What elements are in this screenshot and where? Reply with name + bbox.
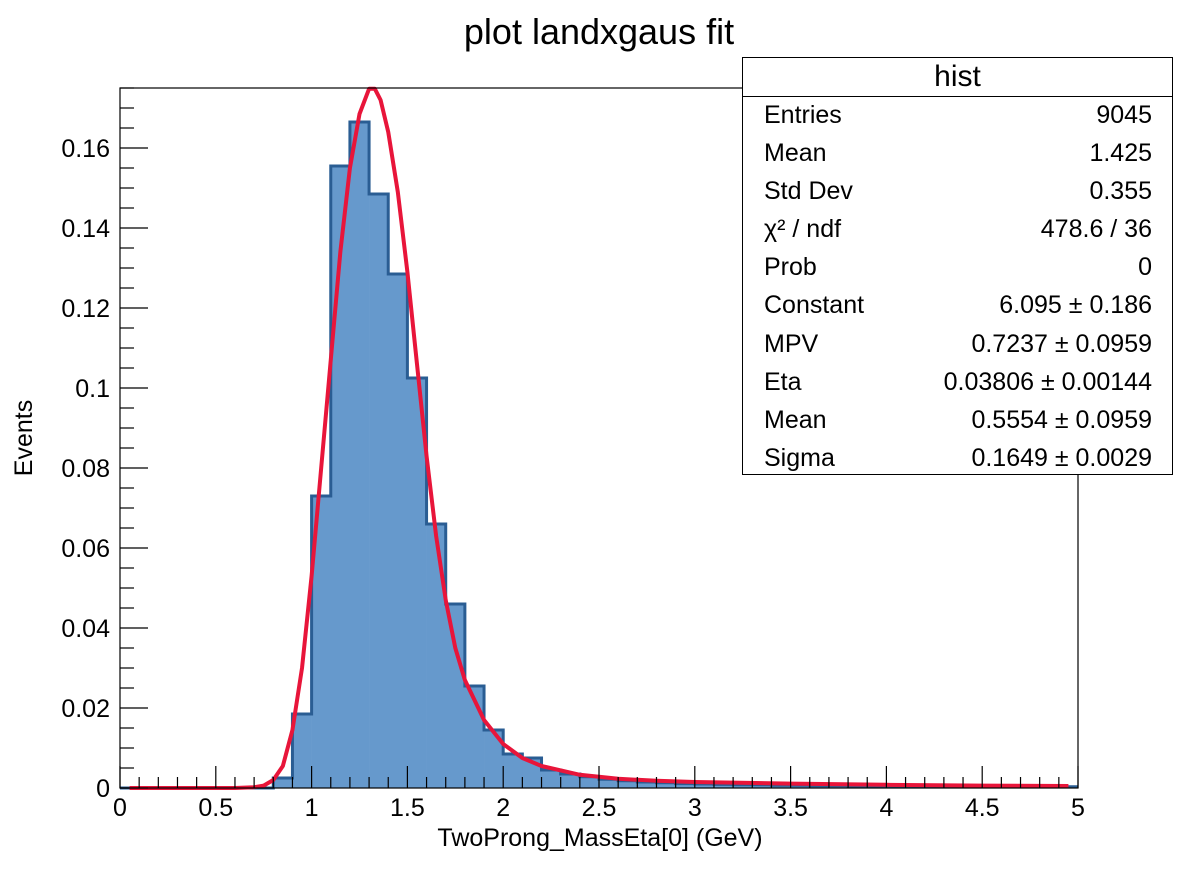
x-tick-label: 2.5: [582, 794, 617, 822]
histogram-bar: [311, 496, 332, 788]
histogram-bar: [445, 604, 466, 788]
y-tick-labels: 0 0.02 0.04 0.06 0.08 0.1 0.12 0.14 0.16: [61, 135, 110, 803]
stats-row: Eta 0.03806 ± 0.00144: [743, 364, 1172, 402]
stats-box: hist Entries 9045 Mean 1.425 Std Dev 0.355 χ² …: [742, 57, 1173, 475]
stats-value: 478.6 / 36: [1040, 215, 1152, 244]
chart-title: plot landxgaus fit: [464, 11, 734, 52]
histogram-bar: [503, 754, 523, 788]
x-tick-label: 5: [1071, 794, 1085, 822]
histogram-bar: [369, 194, 389, 788]
stats-row: Prob 0: [743, 249, 1172, 287]
histogram-bar: [292, 714, 312, 788]
histogram-bar: [752, 784, 772, 788]
y-tick-label: 0.06: [61, 535, 110, 563]
stats-label: Std Dev: [764, 177, 853, 206]
stats-row: Mean 0.5554 ± 0.0959: [743, 402, 1172, 440]
histogram-bars: [273, 122, 1079, 788]
stats-label: χ² / ndf: [764, 215, 842, 244]
stats-value: 9045: [1096, 101, 1152, 129]
histogram-bar: [694, 784, 715, 788]
stats-value: 0.7237 ± 0.0959: [971, 329, 1152, 358]
histogram-bar: [599, 779, 619, 788]
histogram-bar: [733, 784, 753, 788]
y-tick-label: 0.04: [61, 615, 110, 643]
stats-row: χ² / ndf 478.6 / 36: [743, 211, 1172, 249]
stats-label: Mean: [764, 405, 827, 434]
fit-curve: [129, 86, 1069, 790]
stats-row: Mean 1.425: [743, 135, 1172, 173]
histogram-bar: [713, 784, 734, 788]
stats-label: MPV: [764, 329, 819, 358]
x-tick-label: 3.5: [773, 794, 808, 822]
stats-label: Mean: [764, 139, 827, 168]
x-tick-label: 4.5: [965, 794, 1000, 822]
stats-row: Std Dev 0.355: [743, 173, 1172, 211]
histogram-bar: [388, 274, 408, 788]
stats-row: Sigma 0.1649 ± 0.0029: [743, 440, 1172, 478]
histogram-bar: [273, 778, 293, 788]
stats-label: Entries: [764, 101, 842, 129]
histogram-bar: [656, 782, 676, 788]
stats-value: 0.1649 ± 0.0029: [971, 443, 1152, 472]
stats-value: 1.425: [1089, 139, 1152, 168]
x-tick-label: 2: [496, 794, 510, 822]
x-tick-labels: 0 0.5 1 1.5 2 2.5 3 3.5 4 4.5 5: [113, 794, 1085, 822]
histogram-bar: [618, 780, 638, 788]
stats-label: Sigma: [764, 443, 835, 472]
x-tick-label: 4: [879, 794, 893, 822]
y-tick-label: 0: [96, 775, 110, 803]
stats-label: Eta: [764, 367, 802, 396]
histogram-bar: [407, 378, 427, 788]
stats-value: 0.03806 ± 0.00144: [943, 367, 1152, 396]
stats-value: 0.5554 ± 0.0959: [971, 405, 1152, 434]
histogram-bar: [579, 776, 600, 788]
stats-rows: Entries 9045 Mean 1.425 Std Dev 0.355 χ² / ndf…: [743, 97, 1172, 478]
histogram-bar: [349, 122, 370, 788]
stats-label: Prob: [764, 253, 817, 282]
stats-label: Constant: [764, 291, 865, 320]
x-axis-label: TwoProng_MassEta[0] (GeV): [437, 824, 762, 852]
x-tick-label: 1.5: [390, 794, 425, 822]
y-axis-label: Events: [10, 400, 38, 476]
stats-row: MPV 0.7237 ± 0.0959: [743, 326, 1172, 364]
stats-row: Entries 9045: [743, 97, 1172, 135]
stats-value: 0: [1138, 253, 1152, 282]
histogram-bar: [426, 524, 447, 788]
stats-value: 0.355: [1089, 177, 1152, 206]
stats-title: hist: [743, 58, 1172, 97]
x-tick-label: 0.5: [198, 794, 233, 822]
y-tick-label: 0.12: [61, 295, 110, 323]
x-tick-label: 1: [305, 794, 319, 822]
histogram-bar: [675, 783, 696, 788]
y-tick-label: 0.1: [75, 375, 110, 403]
stats-value: 6.095 ± 0.186: [999, 291, 1152, 320]
histogram-bar: [637, 782, 657, 788]
x-tick-label: 3: [688, 794, 702, 822]
y-tick-label: 0.14: [61, 215, 110, 243]
histogram-bar: [560, 774, 581, 788]
histogram-bar: [541, 770, 561, 788]
y-tick-label: 0.08: [61, 455, 110, 483]
x-tick-label: 0: [113, 794, 127, 822]
y-tick-label: 0.16: [61, 135, 110, 163]
histogram-bar: [484, 730, 504, 788]
stats-row: Constant 6.095 ± 0.186: [743, 287, 1172, 325]
y-tick-label: 0.02: [61, 695, 110, 723]
axis-ticks: [119, 87, 1079, 789]
